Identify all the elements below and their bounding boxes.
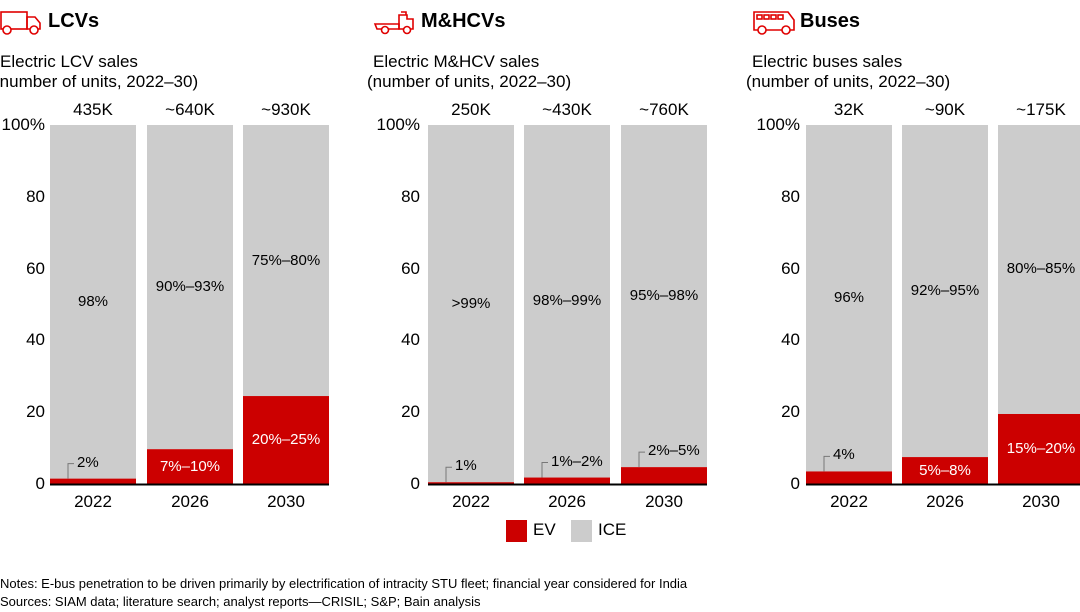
notes: Notes: E-bus penetration to be driven pr… bbox=[0, 576, 688, 591]
bar-total-label: ~430K bbox=[542, 100, 592, 119]
bar-ev-2026 bbox=[902, 457, 988, 484]
bar-ice-2030 bbox=[621, 125, 707, 468]
bar-ev-2030 bbox=[243, 396, 329, 484]
bar-total-label: ~640K bbox=[165, 100, 215, 119]
panel-subtitle: (number of units, 2022–30) bbox=[367, 72, 572, 91]
bar-total-label: ~90K bbox=[924, 100, 966, 119]
panel-title: Buses bbox=[800, 10, 861, 32]
y-tick-label: 40 bbox=[401, 330, 420, 350]
panel-title: LCVs bbox=[48, 10, 100, 32]
bar-ev-2022 bbox=[50, 478, 136, 484]
ev-share-label: 7%–10% bbox=[159, 457, 221, 475]
bar-total-label: ~930K bbox=[261, 100, 311, 119]
panel-subtitle: Electric LCV sales bbox=[0, 52, 138, 71]
callout-line bbox=[638, 451, 645, 468]
x-tick-label: 2022 bbox=[74, 492, 112, 511]
panel-subtitle: Electric M&HCV sales bbox=[373, 52, 540, 71]
bar-total-label: ~175K bbox=[1016, 100, 1066, 119]
ice-share-label: 80%–85% bbox=[1006, 260, 1076, 278]
bar-ice-2022 bbox=[428, 125, 514, 483]
bar-total-label: 32K bbox=[833, 100, 865, 119]
ev-share-label: 5%–8% bbox=[919, 461, 971, 479]
y-tick-label: 0 bbox=[790, 474, 800, 493]
ice-share-label: >99% bbox=[451, 294, 491, 312]
ev-share-label: 2%–5% bbox=[648, 442, 700, 460]
y-tick-label: 40 bbox=[26, 330, 45, 350]
panel-subtitle: (number of units, 2022–30) bbox=[0, 72, 199, 91]
y-tick-label: 80 bbox=[26, 186, 45, 206]
ev-share-label: 4% bbox=[833, 446, 855, 464]
x-tick-label: 2030 bbox=[1022, 492, 1060, 511]
bar-ice-2026 bbox=[902, 125, 988, 458]
callout-line bbox=[445, 466, 452, 483]
legend-swatch-ev bbox=[506, 520, 527, 542]
x-tick-label: 2022 bbox=[452, 492, 490, 511]
y-tick-label: 20 bbox=[401, 402, 420, 422]
bar-ice-2022 bbox=[806, 125, 892, 472]
ev-share-label: 20%–25% bbox=[251, 431, 321, 449]
callout-line bbox=[67, 463, 74, 479]
ev-share-label: 2% bbox=[77, 453, 99, 471]
x-tick-label: 2030 bbox=[267, 492, 305, 511]
tow-truck-icon bbox=[373, 11, 414, 35]
callout-line bbox=[541, 462, 548, 478]
x-tick-label: 2026 bbox=[926, 492, 964, 511]
bar-total-label: 435K bbox=[73, 100, 113, 119]
sources: Sources: SIAM data; literature search; a… bbox=[0, 594, 481, 609]
bar-ice-2022 bbox=[50, 125, 136, 479]
y-tick-label: 80 bbox=[401, 186, 420, 206]
ev-share-label: 15%–20% bbox=[1006, 439, 1076, 457]
ice-share-label: 95%–98% bbox=[629, 287, 699, 305]
panel-subtitle: (number of units, 2022–30) bbox=[746, 72, 951, 91]
y-tick-label: 0 bbox=[35, 474, 45, 493]
legend-swatch-ice bbox=[571, 520, 592, 542]
ice-share-label: 98% bbox=[77, 292, 109, 310]
y-tick-label: 100% bbox=[1, 115, 45, 134]
ice-share-label: 98%–99% bbox=[532, 292, 602, 310]
y-tick-label: 60 bbox=[401, 258, 420, 278]
ice-share-label: 96% bbox=[833, 289, 865, 307]
y-tick-label: 60 bbox=[26, 258, 45, 278]
ice-share-label: 90%–93% bbox=[155, 278, 225, 296]
bar-ice-2026 bbox=[524, 125, 610, 478]
y-tick-label: 100% bbox=[756, 115, 800, 134]
bar-ice-2026 bbox=[147, 125, 233, 450]
callout-line bbox=[823, 455, 830, 472]
x-tick-label: 2030 bbox=[645, 492, 683, 511]
truck-icon bbox=[0, 11, 41, 35]
ice-share-label: 75%–80% bbox=[251, 251, 321, 269]
bar-ev-2022 bbox=[428, 482, 514, 484]
bar-ice-2030 bbox=[243, 125, 329, 397]
bus-icon bbox=[753, 11, 795, 35]
panel-title: M&HCVs bbox=[421, 10, 506, 32]
bar-ev-2022 bbox=[806, 471, 892, 484]
legend-label: EV bbox=[533, 520, 556, 539]
bar-total-label: 250K bbox=[451, 100, 491, 119]
ev-share-label: 1% bbox=[455, 457, 477, 475]
y-tick-label: 20 bbox=[781, 402, 800, 422]
x-tick-label: 2026 bbox=[171, 492, 209, 511]
legend-label: ICE bbox=[598, 520, 627, 539]
y-tick-label: 60 bbox=[781, 258, 800, 278]
bar-total-label: ~760K bbox=[639, 100, 689, 119]
y-tick-label: 100% bbox=[376, 115, 420, 134]
y-tick-label: 40 bbox=[781, 330, 800, 350]
panel-subtitle: Electric buses sales bbox=[752, 52, 903, 71]
bar-ice-2030 bbox=[998, 125, 1080, 414]
y-tick-label: 20 bbox=[26, 402, 45, 422]
ice-share-label: 92%–95% bbox=[910, 282, 980, 300]
y-tick-label: 80 bbox=[781, 186, 800, 206]
bar-ev-2030 bbox=[621, 467, 707, 484]
x-tick-label: 2022 bbox=[830, 492, 868, 511]
y-tick-label: 0 bbox=[410, 474, 420, 493]
bar-ev-2030 bbox=[998, 413, 1080, 484]
ev-share-label: 1%–2% bbox=[551, 452, 603, 470]
bar-ev-2026 bbox=[524, 477, 610, 484]
bar-ev-2026 bbox=[147, 449, 233, 484]
x-tick-label: 2026 bbox=[548, 492, 586, 511]
